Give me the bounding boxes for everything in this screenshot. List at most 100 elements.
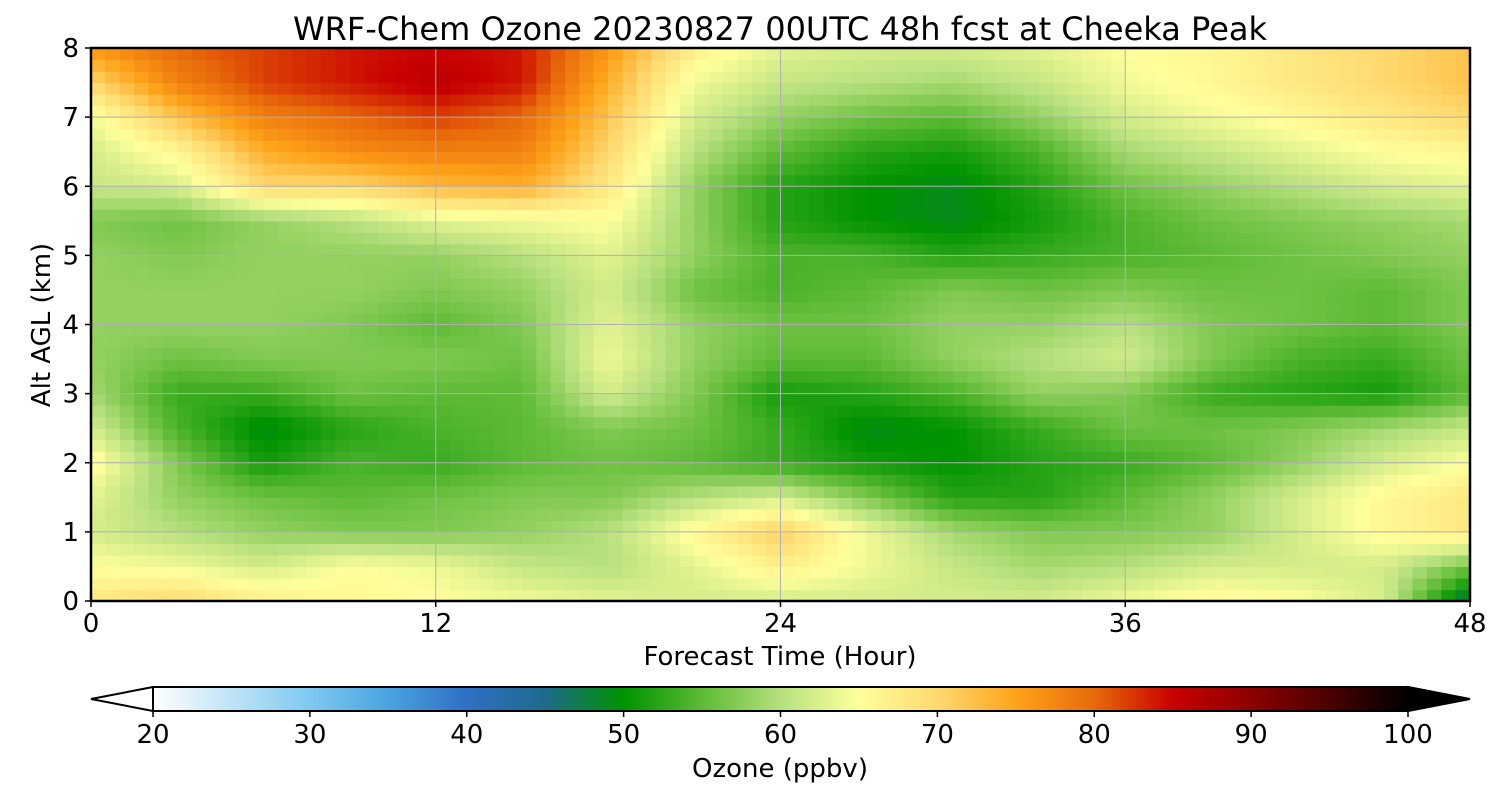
heat-cell bbox=[536, 393, 552, 406]
heat-cell bbox=[751, 336, 767, 349]
heat-cell bbox=[1067, 520, 1083, 533]
heat-cell bbox=[205, 289, 221, 303]
heat-cell bbox=[292, 508, 308, 521]
heat-cell bbox=[852, 347, 868, 360]
heat-cell bbox=[536, 577, 552, 591]
heat-cell bbox=[1067, 347, 1083, 360]
heat-cell bbox=[378, 451, 394, 464]
heat-cell bbox=[177, 128, 193, 141]
heat-cell bbox=[220, 289, 236, 303]
heat-cell bbox=[306, 71, 322, 84]
heat-cell bbox=[1441, 508, 1457, 521]
heat-cell bbox=[1225, 428, 1241, 441]
heat-cell bbox=[1197, 197, 1213, 210]
heat-cell bbox=[320, 543, 336, 556]
heat-cell bbox=[320, 94, 336, 107]
heat-cell bbox=[1268, 520, 1284, 533]
heat-cell bbox=[407, 543, 422, 556]
heat-cell bbox=[363, 324, 379, 337]
heat-cell bbox=[507, 94, 523, 107]
heat-cell bbox=[608, 243, 624, 256]
heat-cell bbox=[292, 105, 308, 118]
heat-cell bbox=[1455, 151, 1471, 164]
heat-cell bbox=[766, 336, 782, 349]
heat-cell bbox=[335, 485, 351, 498]
heat-cell bbox=[1139, 278, 1155, 291]
heat-cell bbox=[751, 543, 767, 556]
heat-cell bbox=[421, 266, 437, 280]
heat-cell bbox=[881, 382, 897, 395]
heat-cell bbox=[1455, 105, 1471, 118]
heat-cell bbox=[277, 393, 293, 406]
heat-cell bbox=[694, 255, 710, 268]
heat-cell bbox=[378, 209, 394, 222]
heat-cell bbox=[421, 554, 437, 568]
heat-cell bbox=[1067, 462, 1083, 475]
heat-cell bbox=[450, 220, 466, 233]
heat-cell bbox=[378, 266, 394, 280]
heat-cell bbox=[823, 405, 839, 418]
heat-cell bbox=[1067, 336, 1083, 349]
heat-cell bbox=[191, 520, 207, 533]
heat-cell bbox=[1412, 59, 1428, 72]
heat-cell bbox=[148, 312, 164, 326]
heat-cell bbox=[1283, 209, 1299, 222]
heat-cell bbox=[938, 266, 954, 280]
heat-cell bbox=[249, 266, 264, 280]
heat-cell bbox=[1139, 174, 1155, 187]
heat-cell bbox=[1268, 266, 1284, 280]
heat-cell bbox=[1311, 324, 1327, 337]
heat-cell bbox=[952, 589, 968, 602]
heat-cell bbox=[1383, 94, 1399, 107]
heat-cell bbox=[536, 105, 552, 118]
heat-cell bbox=[1340, 105, 1356, 118]
heat-cell bbox=[751, 347, 767, 360]
heat-cell bbox=[694, 382, 710, 395]
heat-cell bbox=[1010, 370, 1026, 383]
heat-cell bbox=[1441, 71, 1457, 84]
heat-cell bbox=[1125, 531, 1141, 544]
heat-cell bbox=[1297, 71, 1313, 84]
heat-cell bbox=[1355, 370, 1371, 383]
heat-cell bbox=[952, 359, 968, 372]
heat-cell bbox=[579, 186, 595, 199]
heat-cell bbox=[205, 243, 221, 256]
heat-cell bbox=[1240, 508, 1256, 521]
heat-cell bbox=[952, 151, 968, 164]
heat-cell bbox=[622, 301, 638, 314]
heat-cell bbox=[191, 428, 207, 441]
heat-cell bbox=[1225, 220, 1241, 233]
heat-cell bbox=[378, 71, 394, 84]
heat-cell bbox=[521, 324, 537, 337]
heat-cell bbox=[162, 278, 178, 291]
heat-cell bbox=[565, 312, 580, 326]
heat-cell bbox=[1197, 255, 1213, 268]
heat-cell bbox=[780, 474, 796, 487]
heat-cell bbox=[249, 186, 264, 199]
heat-cell bbox=[565, 151, 580, 164]
heat-cell bbox=[1225, 266, 1241, 280]
heat-cell bbox=[162, 209, 178, 222]
heat-cell bbox=[1398, 520, 1414, 533]
heat-cell bbox=[1383, 105, 1399, 118]
heat-cell bbox=[450, 324, 466, 337]
heat-cell bbox=[622, 255, 638, 268]
heat-cell bbox=[378, 485, 394, 498]
heat-cell bbox=[320, 197, 336, 210]
heat-cell bbox=[249, 174, 264, 187]
heat-cell bbox=[1182, 220, 1198, 233]
heat-cell bbox=[881, 428, 897, 441]
heat-cell bbox=[1426, 589, 1442, 602]
heat-cell bbox=[737, 278, 753, 291]
heat-cell bbox=[1082, 94, 1098, 107]
heat-cell bbox=[435, 71, 451, 84]
heat-cell bbox=[277, 554, 293, 568]
heat-cell bbox=[1254, 382, 1270, 395]
heat-cell bbox=[521, 128, 537, 141]
heat-cell bbox=[134, 451, 150, 464]
heat-cell bbox=[766, 312, 782, 326]
heat-cell bbox=[119, 531, 135, 544]
heat-cell bbox=[478, 59, 494, 72]
heat-cell bbox=[1441, 232, 1457, 245]
